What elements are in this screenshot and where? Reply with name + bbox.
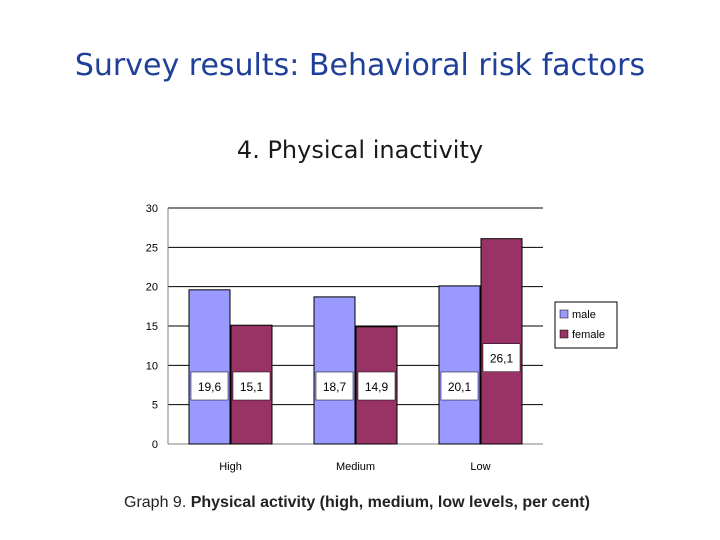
- x-tick-label: Medium: [336, 461, 375, 473]
- legend-swatch-male: [559, 309, 569, 319]
- y-tick-label: 15: [146, 321, 158, 333]
- data-label-box: [190, 371, 229, 401]
- data-label: 15,1: [240, 380, 264, 394]
- y-tick-label: 25: [146, 242, 158, 254]
- data-label-box: [357, 371, 396, 401]
- bar-male-low: [438, 285, 481, 445]
- y-tick-label: 0: [152, 439, 158, 451]
- legend-swatch-female: [559, 329, 569, 339]
- y-tick-label: 30: [146, 203, 158, 215]
- chart-caption: Graph 9. Physical activity (high, medium…: [124, 494, 590, 512]
- x-tick-label: Low: [470, 461, 490, 473]
- legend-label-female: female: [572, 329, 605, 341]
- y-tick-label: 5: [152, 400, 158, 412]
- data-label-box: [232, 371, 271, 401]
- bar-male-medium: [313, 296, 356, 445]
- y-tick-label: 20: [146, 282, 158, 294]
- bar-female-low: [480, 238, 523, 445]
- data-label-box: [482, 343, 521, 372]
- data-label-box: [315, 371, 354, 401]
- data-label: 20,1: [448, 380, 472, 394]
- legend-label-male: male: [572, 309, 596, 321]
- data-label: 26,1: [490, 352, 514, 366]
- x-tick-label: High: [219, 461, 242, 473]
- caption-prefix: Graph 9.: [124, 494, 191, 511]
- data-label: 14,9: [365, 380, 389, 394]
- data-label: 18,7: [323, 380, 347, 394]
- bar-male-high: [188, 289, 231, 445]
- data-label: 19,6: [198, 380, 222, 394]
- slide-subtitle: 4. Physical inactivity: [236, 136, 484, 164]
- slide-title: Survey results: Behavioral risk factors: [74, 48, 646, 83]
- legend-box: [554, 301, 618, 349]
- data-label-box: [440, 371, 479, 401]
- y-tick-label: 10: [146, 360, 158, 372]
- caption-bold: Physical activity (high, medium, low lev…: [190, 494, 590, 511]
